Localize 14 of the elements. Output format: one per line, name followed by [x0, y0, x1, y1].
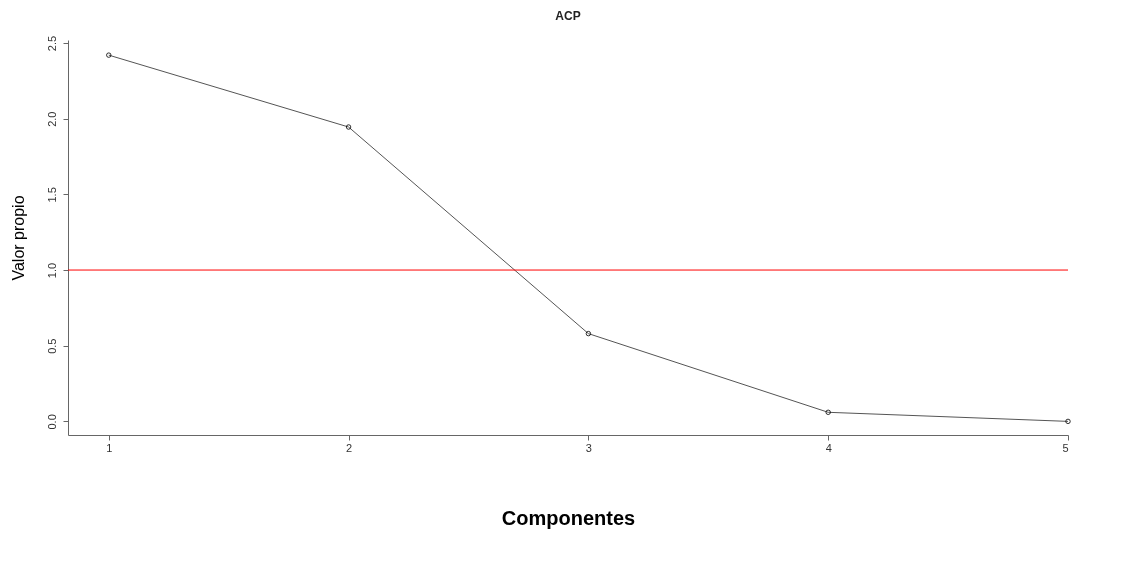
x-tick-label: 4 — [825, 441, 832, 454]
y-tick-label: 2.5 — [45, 35, 58, 52]
x-axis-title: Componentes — [501, 506, 636, 529]
y-tick-label: 2.0 — [45, 111, 58, 127]
y-tick-label: 1.0 — [45, 262, 58, 279]
y-axis-title: Valor propio — [9, 195, 27, 281]
x-tick-label: 2 — [346, 441, 353, 454]
y-tick-label: 1.5 — [45, 187, 58, 203]
x-tick-label: 3 — [585, 441, 592, 454]
y-tick-label: 0.5 — [45, 338, 58, 354]
x-tick-label: 5 — [1062, 441, 1069, 454]
x-tick-label: 1 — [106, 441, 113, 454]
y-tick-label: 0.0 — [45, 414, 58, 430]
chart-title: ACP — [555, 9, 581, 24]
